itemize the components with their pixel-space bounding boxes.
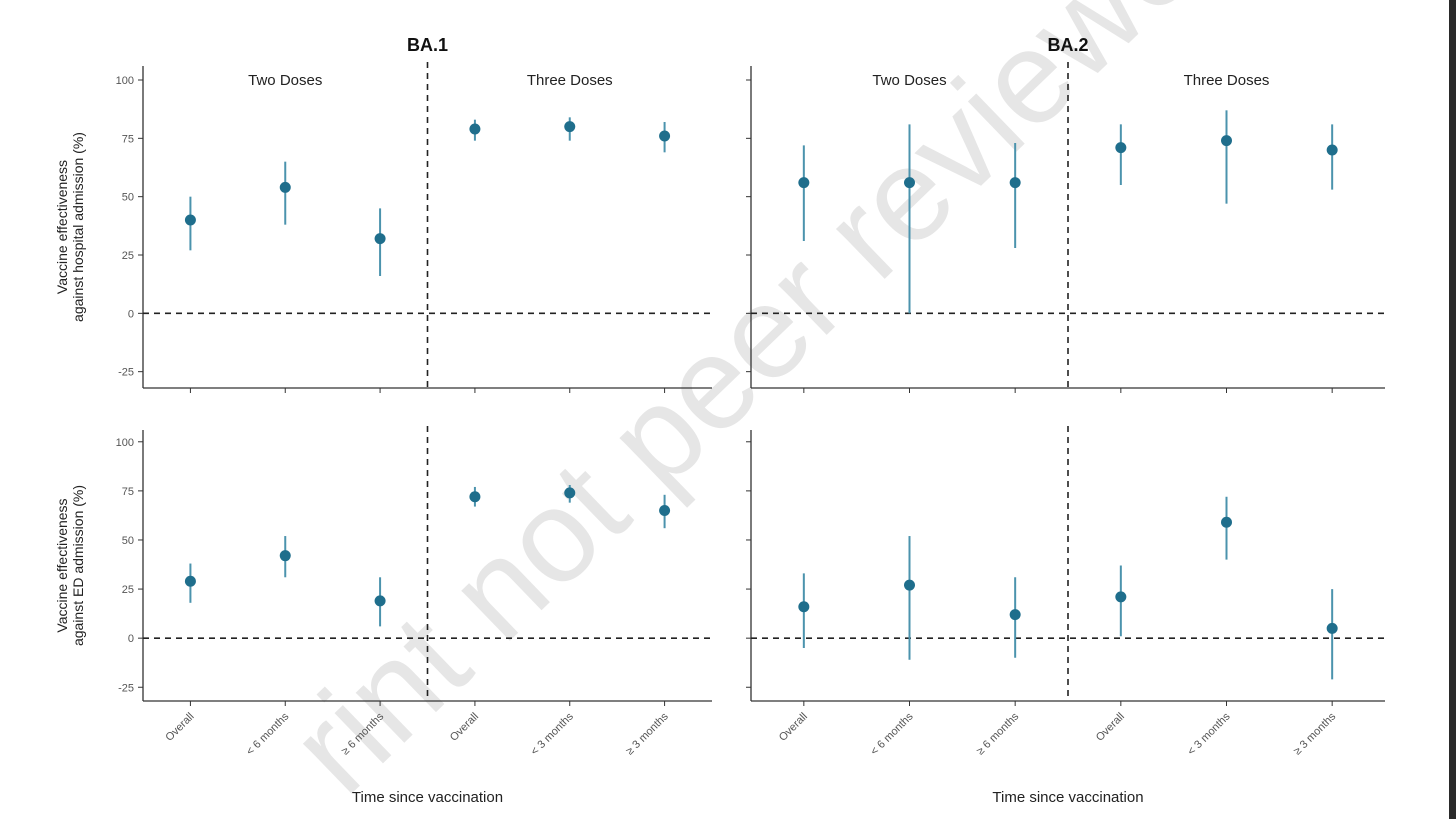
x-category-label: ≥ 3 months — [624, 710, 671, 757]
estimate-point — [659, 505, 671, 517]
estimate-point — [564, 121, 576, 133]
y-tick-label: 0 — [128, 633, 134, 645]
y-tick-label: 25 — [122, 250, 134, 262]
estimate-point — [374, 595, 386, 607]
estimate-point — [1009, 177, 1021, 189]
estimate-point — [1009, 609, 1021, 621]
estimate-point — [564, 487, 576, 499]
estimate-point — [1221, 135, 1232, 147]
y-tick-label: 100 — [116, 437, 134, 449]
x-category-label: ≥ 3 months — [1291, 710, 1338, 757]
dose-group-label: Two Doses — [248, 72, 322, 89]
estimate-point — [798, 177, 810, 189]
y-tick-label: 75 — [122, 486, 134, 498]
dose-group-label: Two Doses — [872, 72, 946, 89]
window-edge — [1449, 0, 1456, 819]
variant-title: BA.1 — [407, 35, 448, 55]
y-axis-title: Vaccine effectiveness — [54, 498, 70, 632]
dose-group-label: Three Doses — [1184, 72, 1270, 89]
estimate-point — [1221, 516, 1232, 528]
estimate-point — [279, 550, 291, 562]
y-tick-label: 100 — [116, 75, 134, 87]
y-axis-title: against ED admission (%) — [70, 485, 86, 646]
y-tick-label: 25 — [122, 584, 134, 596]
estimate-point — [1115, 142, 1127, 154]
x-category-label: Overall — [777, 711, 810, 744]
estimate-point — [1115, 591, 1127, 603]
estimate-point — [798, 601, 810, 613]
x-axis-title: Time since vaccination — [352, 789, 503, 806]
y-axis-title: Vaccine effectiveness — [54, 160, 70, 294]
y-tick-label: 75 — [122, 133, 134, 145]
estimate-point — [469, 491, 481, 503]
y-tick-label: -25 — [118, 682, 134, 694]
estimate-point — [1326, 622, 1338, 634]
y-tick-label: 50 — [122, 192, 134, 204]
estimate-point — [374, 233, 386, 245]
estimate-point — [1326, 144, 1338, 156]
estimate-point — [469, 123, 481, 135]
estimate-point — [184, 214, 196, 226]
x-axis-title: Time since vaccination — [992, 789, 1143, 806]
x-category-label: < 3 months — [529, 710, 577, 758]
dose-group-label: Three Doses — [527, 72, 613, 89]
x-category-label: < 6 months — [868, 710, 916, 758]
y-tick-label: 50 — [122, 535, 134, 547]
x-category-label: < 3 months — [1185, 710, 1233, 758]
watermark-text: rint not peer reviewed — [262, 0, 1277, 819]
x-category-label: ≥ 6 months — [974, 710, 1021, 757]
x-category-label: Overall — [163, 711, 196, 744]
x-category-label: Overall — [1094, 711, 1127, 744]
estimate-point — [279, 181, 291, 193]
estimate-point — [904, 177, 915, 189]
y-tick-label: -25 — [118, 367, 134, 379]
estimate-point — [184, 575, 196, 587]
variant-title: BA.2 — [1047, 35, 1088, 55]
estimate-point — [659, 130, 671, 142]
y-axis-title: against hospital admission (%) — [70, 132, 86, 322]
y-tick-label: 0 — [128, 308, 134, 320]
estimate-point — [904, 579, 915, 591]
